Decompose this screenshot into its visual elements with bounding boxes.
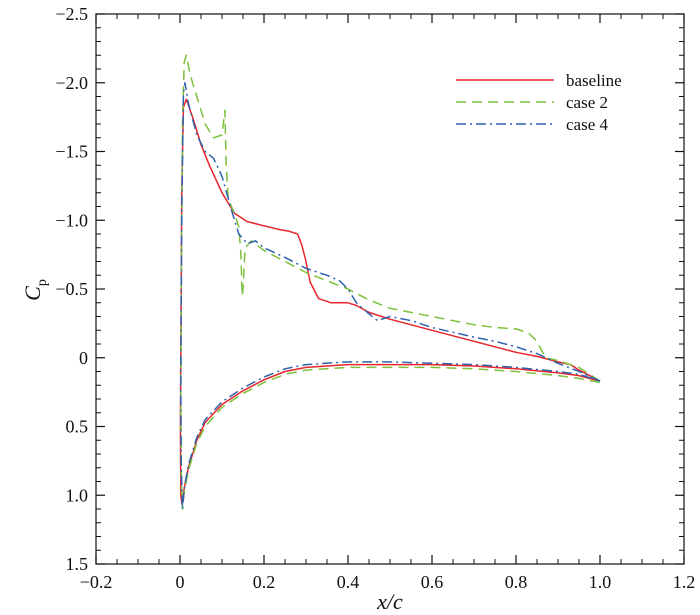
x-tick-label: 0.6 <box>421 572 444 592</box>
y-axis-title-sub: p <box>35 279 50 286</box>
y-tick-label: −1.5 <box>55 142 88 162</box>
x-tick-label: 1.2 <box>673 572 696 592</box>
y-tick-label: 1.5 <box>66 554 89 574</box>
legend-label-case-4: case 4 <box>566 115 609 134</box>
y-tick-label: −1.0 <box>55 210 88 230</box>
legend-label-case-2: case 2 <box>566 93 608 112</box>
y-tick-label: 1.0 <box>66 485 89 505</box>
x-tick-label: 1.0 <box>589 572 612 592</box>
x-axis-title: x/c <box>376 589 403 614</box>
x-tick-label: 0.8 <box>505 572 528 592</box>
ticks-layer <box>95 13 685 565</box>
x-tick-label: 0 <box>176 572 185 592</box>
x-tick-label: −0.2 <box>80 572 113 592</box>
y-tick-label: −2.0 <box>55 73 88 93</box>
series-line-case-4 <box>180 82 601 510</box>
tick-labels-layer: −0.2 0 0.2 0.4 0.6 0.8 1.0 1.2 −2.5 −2.0 −1.5 −1.0 −… <box>55 4 695 592</box>
legend: baseline case 2 case 4 <box>456 71 622 134</box>
y-axis-title: Cp <box>20 279 50 301</box>
legend-label-baseline: baseline <box>566 71 622 90</box>
x-tick-label: 0.4 <box>337 572 360 592</box>
svg-text:Cp: Cp <box>20 279 50 301</box>
y-tick-label: −0.5 <box>55 279 88 299</box>
series-layer <box>179 54 601 510</box>
x-tick-label: 0.2 <box>253 572 276 592</box>
y-tick-label: −2.5 <box>55 4 88 24</box>
y-axis-title-main: C <box>20 286 45 301</box>
y-tick-label: 0 <box>79 348 88 368</box>
series-line-baseline <box>179 98 601 506</box>
y-tick-label: 0.5 <box>66 417 89 437</box>
series-line-case-2 <box>180 54 601 510</box>
